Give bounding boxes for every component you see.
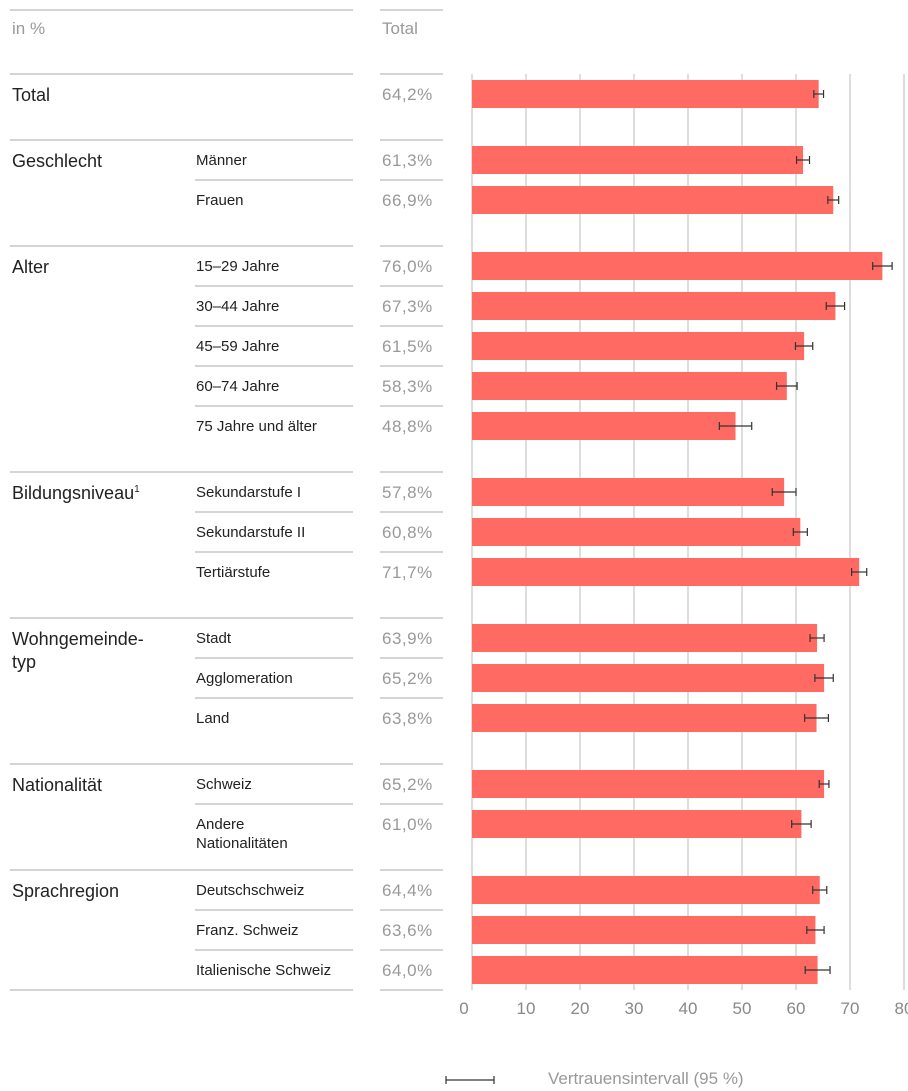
bar <box>472 412 736 440</box>
value-label: 63,6% <box>382 921 433 940</box>
bar <box>472 956 818 984</box>
error-bar <box>814 674 834 682</box>
x-tick-label: 40 <box>678 999 698 1018</box>
category-label: Italienische Schweiz <box>196 962 332 979</box>
group-label: Geschlecht <box>12 151 103 171</box>
value-label: 65,2% <box>382 669 433 688</box>
value-label: 60,8% <box>382 523 433 542</box>
legend-label: Vertrauensintervall (95 %) <box>548 1069 744 1088</box>
legend-icon <box>445 1076 495 1084</box>
category-label: 45–59 Jahre <box>196 338 280 355</box>
category-label: Deutschschweiz <box>196 882 305 899</box>
bar <box>472 518 801 546</box>
x-tick-label: 60 <box>786 999 806 1018</box>
category-label: Tertiärstufe <box>196 564 271 581</box>
group-label: Sprachregion <box>12 881 120 901</box>
error-bar <box>827 196 840 204</box>
group-label: Alter <box>12 257 50 277</box>
error-bar <box>792 528 808 536</box>
category-label: 15–29 Jahre <box>196 258 280 275</box>
category-label: 30–44 Jahre <box>196 298 280 315</box>
bar <box>472 372 787 400</box>
bar <box>472 558 860 586</box>
category-label: Sekundarstufe II <box>196 524 306 541</box>
error-bar <box>771 488 797 496</box>
bar <box>472 478 785 506</box>
x-tick-label: 50 <box>732 999 752 1018</box>
category-label: Andere Nationalitäten <box>196 816 288 852</box>
value-label: 63,9% <box>382 629 433 648</box>
error-bar <box>718 422 753 430</box>
error-bar <box>872 262 893 270</box>
error-bar <box>806 926 825 934</box>
value-label: 61,3% <box>382 151 433 170</box>
bar <box>472 146 804 174</box>
error-bar <box>851 568 868 576</box>
bar <box>472 664 825 692</box>
category-label: Männer <box>196 152 247 169</box>
error-bar <box>825 302 846 310</box>
category-label: Franz. Schweiz <box>196 922 299 939</box>
value-label: 63,8% <box>382 709 433 728</box>
category-label: 60–74 Jahre <box>196 378 280 395</box>
error-bar <box>794 342 814 350</box>
value-label: 64,0% <box>382 961 433 980</box>
error-bar <box>812 886 828 894</box>
error-bar <box>813 90 825 98</box>
error-bar <box>791 820 812 828</box>
x-tick-label: 30 <box>624 999 644 1018</box>
category-label: 75 Jahre und älter <box>196 418 317 435</box>
category-label: Land <box>196 710 230 727</box>
x-tick-label: 70 <box>840 999 860 1018</box>
value-label: 57,8% <box>382 483 433 502</box>
group-label: Bildungsniveau1 <box>12 483 140 503</box>
x-tick-label: 10 <box>516 999 536 1018</box>
value-label: 64,4% <box>382 881 433 900</box>
group-label: Nationalität <box>12 775 103 795</box>
x-tick-label: 20 <box>570 999 590 1018</box>
group-label: Wohngemeinde- typ <box>12 629 144 672</box>
x-tick-label: 0 <box>459 999 469 1018</box>
value-label: 48,8% <box>382 417 433 436</box>
bar <box>472 186 834 214</box>
value-label: 71,7% <box>382 563 433 582</box>
value-label: 61,5% <box>382 337 433 356</box>
category-label: Stadt <box>196 630 232 647</box>
value-label: 58,3% <box>382 377 433 396</box>
footnote-marker: 1 <box>134 484 140 495</box>
bar <box>472 876 820 904</box>
error-bar <box>795 156 811 164</box>
bar <box>472 916 816 944</box>
error-bar <box>804 966 831 974</box>
category-label: Sekundarstufe I <box>196 484 302 501</box>
header-total: Total <box>382 19 418 38</box>
value-label: 67,3% <box>382 297 433 316</box>
bar <box>472 770 825 798</box>
category-label: Frauen <box>196 192 244 209</box>
header-label: in % <box>12 19 46 38</box>
value-label: 76,0% <box>382 257 433 276</box>
value-label: 64,2% <box>382 85 433 104</box>
error-bar <box>804 714 830 722</box>
bar <box>472 252 883 280</box>
bar <box>472 332 805 360</box>
category-label: Agglomeration <box>196 670 293 687</box>
value-label: 61,0% <box>382 815 433 834</box>
value-label: 66,9% <box>382 191 433 210</box>
bar <box>472 810 802 838</box>
category-label: Schweiz <box>196 776 252 793</box>
error-bar <box>809 634 825 642</box>
error-bar <box>818 780 830 788</box>
bar <box>472 80 819 108</box>
value-label: 65,2% <box>382 775 433 794</box>
x-tick-label: 80 <box>894 999 908 1018</box>
bar <box>472 704 817 732</box>
error-bar <box>775 382 798 390</box>
bar <box>472 624 818 652</box>
group-label: Total <box>12 85 51 105</box>
bar <box>472 292 836 320</box>
